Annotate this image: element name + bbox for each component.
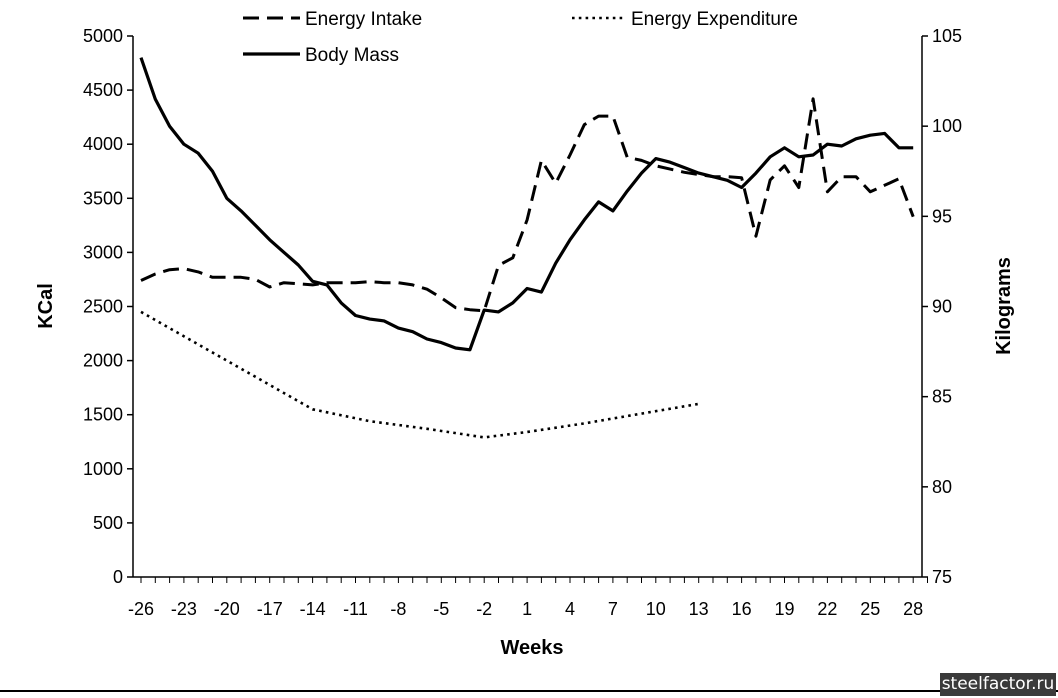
- x-tick-label: -14: [300, 599, 326, 619]
- x-tick-label: 13: [689, 599, 709, 619]
- y-tick-label: 4000: [83, 134, 123, 154]
- series-line-energy-expenditure: [140, 310, 699, 439]
- x-tick-label: 25: [860, 599, 880, 619]
- y-tick-label: 2500: [83, 297, 123, 317]
- y2-tick-label: 85: [932, 387, 952, 407]
- x-tick-label: -5: [433, 599, 449, 619]
- y-tick-label: 1000: [83, 459, 123, 479]
- x-tick-label: -26: [128, 599, 154, 619]
- y-tick-label: 3000: [83, 242, 123, 262]
- x-tick-label: 4: [565, 599, 575, 619]
- x-tick-label: -8: [390, 599, 406, 619]
- x-tick-label: -11: [343, 599, 368, 619]
- legend: Energy Intake Energy Expenditure Body Mass: [243, 9, 798, 66]
- series-layer: [139, 57, 915, 439]
- x-tick-label: -2: [476, 599, 492, 619]
- x-tick-label: 10: [646, 599, 666, 619]
- y2-tick-label: 105: [932, 26, 962, 46]
- axes: 0 500 1000 1500 2000 2500 3000 3500 4000 4500 5000…: [83, 26, 962, 619]
- y2-axis-title: Kilograms: [993, 257, 1015, 355]
- y-tick-label: 5000: [83, 26, 123, 46]
- y2-tick-label: 80: [932, 477, 952, 497]
- y2-tick-label: 100: [932, 116, 962, 136]
- x-tick-label: 19: [774, 599, 794, 619]
- x-tick-label: 7: [608, 599, 618, 619]
- x-tick-label: -23: [171, 599, 197, 619]
- y-tick-label: 1500: [83, 405, 123, 425]
- y-tick-label: 3500: [83, 188, 123, 208]
- y-axis-title: KCal: [35, 283, 57, 329]
- y2-tick-label: 95: [932, 206, 952, 226]
- series-line-energy-intake: [140, 97, 915, 313]
- x-axis-title: Weeks: [500, 637, 563, 659]
- watermark-badge: steelfactor.ru: [940, 673, 1056, 696]
- y-tick-label: 0: [113, 567, 123, 587]
- x-tick-label: 22: [817, 599, 837, 619]
- x-tick-label: -20: [214, 599, 240, 619]
- x-tick-label: 28: [903, 599, 923, 619]
- series-line-body-mass: [139, 57, 914, 352]
- y-tick-label: 500: [93, 513, 123, 533]
- x-tick-label: 16: [732, 599, 752, 619]
- x-tick-label: -17: [257, 599, 283, 619]
- legend-label-body-mass: Body Mass: [305, 45, 399, 66]
- bottom-divider: [0, 690, 1058, 692]
- y2-tick-label: 90: [932, 297, 952, 317]
- legend-label-energy-expenditure: Energy Expenditure: [631, 9, 798, 30]
- y2-tick-label: 75: [932, 567, 952, 587]
- y-tick-label: 4500: [83, 80, 123, 100]
- legend-label-energy-intake: Energy Intake: [305, 9, 422, 30]
- x-tick-label: 1: [522, 599, 532, 619]
- y-tick-label: 2000: [83, 351, 123, 371]
